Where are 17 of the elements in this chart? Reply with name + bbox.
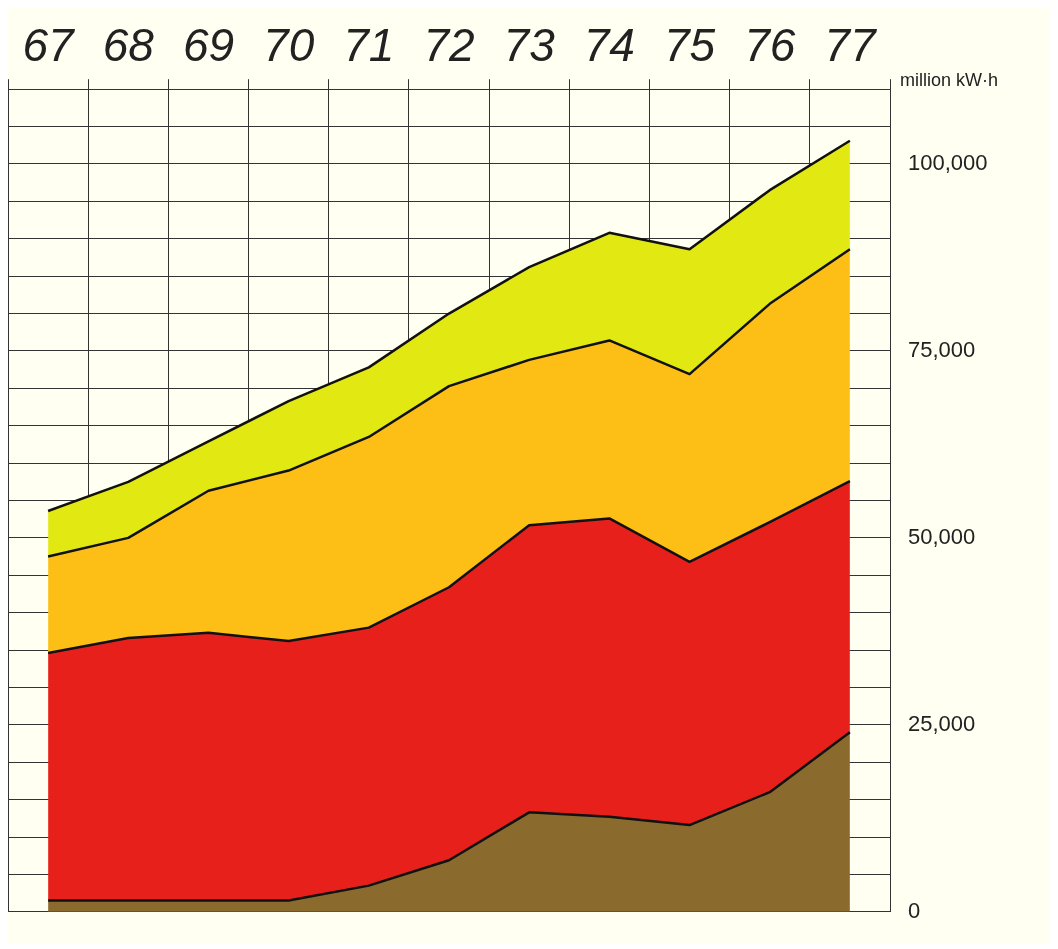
x-tick-label: 69	[182, 19, 235, 72]
y-axis-title: million kW·h	[900, 70, 999, 91]
x-tick-label: 72	[423, 19, 475, 72]
x-tick-label: 77	[824, 19, 877, 72]
x-tick-label: 67	[22, 19, 76, 72]
x-tick-label: 73	[503, 19, 556, 72]
y-tick-label: 100,000	[908, 150, 988, 176]
y-tick-label: 25,000	[908, 710, 976, 736]
x-tick-label: 74	[583, 19, 635, 72]
x-tick-label: 75	[663, 19, 716, 72]
x-tick-label: 70	[263, 19, 315, 72]
y-tick-label: 50,000	[908, 523, 976, 549]
x-tick-label: 68	[102, 19, 155, 72]
x-tick-label: 71	[343, 19, 395, 72]
y-tick-label: 0	[908, 897, 921, 923]
y-tick-label: 75,000	[908, 337, 976, 362]
x-tick-label: 76	[744, 19, 796, 72]
